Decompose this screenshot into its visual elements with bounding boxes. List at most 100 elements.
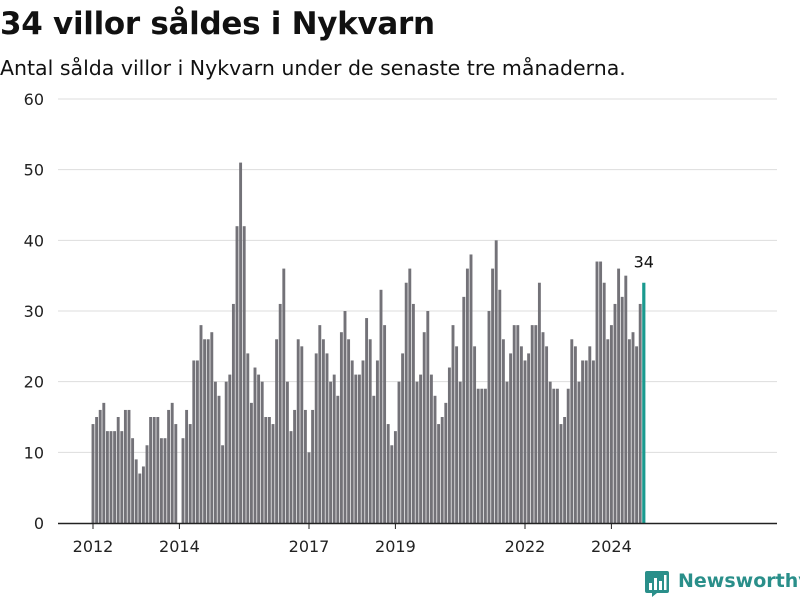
bar (635, 346, 639, 523)
bar (455, 346, 459, 523)
bar (390, 445, 394, 523)
bar (156, 417, 160, 523)
bar (249, 402, 253, 523)
bar (267, 417, 271, 523)
bar (102, 402, 106, 523)
bar (422, 332, 426, 523)
bar (419, 374, 423, 523)
bar (527, 353, 531, 523)
bar (537, 282, 541, 523)
y-tick-label: 40 (24, 231, 44, 250)
bar (303, 409, 307, 523)
bar (113, 431, 117, 523)
bar (631, 332, 635, 523)
bar (293, 409, 297, 523)
bar (239, 162, 243, 523)
bar (105, 431, 109, 523)
bar (555, 388, 559, 523)
bar (483, 388, 487, 523)
bar (473, 346, 477, 523)
bar (411, 303, 415, 523)
bar (361, 360, 365, 523)
bar (181, 438, 185, 523)
brand-name: Newsworthy (678, 570, 800, 592)
bar (469, 254, 473, 523)
y-tick-label: 50 (24, 161, 44, 180)
bar (415, 381, 419, 523)
bar (228, 374, 232, 523)
bar (271, 424, 275, 523)
bar (602, 282, 606, 523)
bar (231, 303, 235, 523)
bar (188, 424, 192, 523)
bar (152, 417, 156, 523)
y-tick-label: 30 (24, 302, 44, 321)
bar (235, 226, 239, 523)
bar (203, 339, 207, 523)
bar (282, 268, 286, 523)
bar (498, 289, 502, 523)
bar (617, 268, 621, 523)
bar (451, 325, 455, 523)
bar (386, 424, 390, 523)
bar (285, 381, 289, 523)
bar (440, 417, 444, 523)
y-tick-label: 10 (24, 443, 44, 462)
bar (213, 381, 217, 523)
bar (311, 409, 315, 523)
bar (307, 452, 311, 523)
last-value-label: 34 (634, 253, 654, 272)
bar (433, 395, 437, 523)
bar (627, 339, 631, 523)
bar (624, 275, 628, 523)
bar (192, 360, 196, 523)
chart-subtitle: Antal sålda villor i Nykvarn under de se… (0, 56, 626, 80)
bar (185, 409, 189, 523)
bar (347, 339, 351, 523)
bar (224, 381, 228, 523)
bar (563, 417, 567, 523)
bar (217, 395, 221, 523)
bar (447, 367, 451, 523)
x-tick-label: 2022 (505, 537, 546, 556)
y-tick-label: 20 (24, 373, 44, 392)
bar (174, 424, 178, 523)
x-tick-label: 2014 (159, 537, 200, 556)
bar (606, 339, 610, 523)
bar (566, 388, 570, 523)
bar (278, 303, 282, 523)
x-axis-ticks: 2012 2014 2017 2019 2022 2024 (73, 523, 632, 556)
bar (98, 409, 102, 523)
x-tick-label: 2017 (289, 537, 330, 556)
bar (379, 289, 383, 523)
bar (505, 381, 509, 523)
bar (613, 303, 617, 523)
bar (91, 424, 95, 523)
bar (145, 445, 149, 523)
bar (437, 424, 441, 523)
bar (375, 360, 379, 523)
bar (429, 374, 433, 523)
bar (246, 353, 250, 523)
newsworthy-logo: Newsworthy (644, 569, 800, 599)
bar (638, 303, 642, 523)
bar (242, 226, 246, 523)
bar (354, 374, 358, 523)
bar (494, 240, 498, 524)
bar (541, 332, 545, 523)
bar (221, 445, 225, 523)
bar (350, 360, 354, 523)
bar (138, 473, 142, 523)
bar (332, 374, 336, 523)
bar (476, 388, 480, 523)
bar (588, 346, 592, 523)
bar (480, 388, 484, 523)
bar (195, 360, 199, 523)
bar (534, 325, 538, 523)
bar (127, 409, 131, 523)
bar (444, 402, 448, 523)
bar (314, 353, 318, 523)
bar (465, 268, 469, 523)
bar (141, 466, 145, 523)
